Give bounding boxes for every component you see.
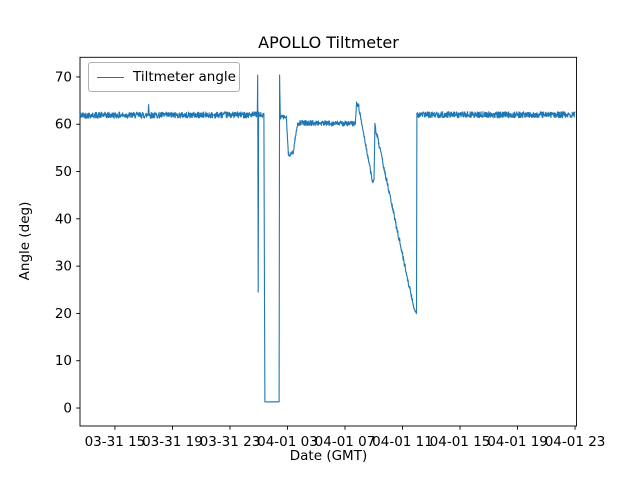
- x-tick-label: 04-01 23: [545, 434, 606, 450]
- y-tick-label: 50: [55, 164, 72, 180]
- legend-line-sample-icon: [97, 76, 124, 78]
- legend-label: Tiltmeter angle: [133, 69, 236, 85]
- legend: Tiltmeter angle: [88, 62, 240, 92]
- y-tick-label: 0: [63, 401, 72, 417]
- axes-spines: [79, 56, 577, 427]
- x-tick-label: 03-31 19: [142, 434, 203, 450]
- y-tick-label: 70: [55, 69, 72, 85]
- x-tick-label: 04-01 11: [372, 434, 433, 450]
- y-tick-label: 30: [55, 259, 72, 275]
- y-tick-label: 10: [55, 353, 72, 369]
- x-tick-label: 03-31 23: [200, 434, 261, 450]
- x-axis-label: Date (GMT): [289, 448, 368, 464]
- x-tick-label: 04-01 07: [315, 434, 376, 450]
- y-axis-label: Angle (deg): [17, 201, 33, 281]
- chart-title: APOLLO Tiltmeter: [258, 33, 399, 52]
- x-tick-label: 04-01 19: [487, 434, 548, 450]
- y-tick-label: 60: [55, 117, 72, 133]
- tiltmeter-angle-line: [79, 74, 576, 403]
- y-tick-label: 20: [55, 306, 72, 322]
- y-tick-label: 40: [55, 211, 72, 227]
- x-tick-label: 04-01 15: [430, 434, 491, 450]
- x-tick-label: 04-01 03: [257, 434, 318, 450]
- x-tick-label: 03-31 15: [85, 434, 146, 450]
